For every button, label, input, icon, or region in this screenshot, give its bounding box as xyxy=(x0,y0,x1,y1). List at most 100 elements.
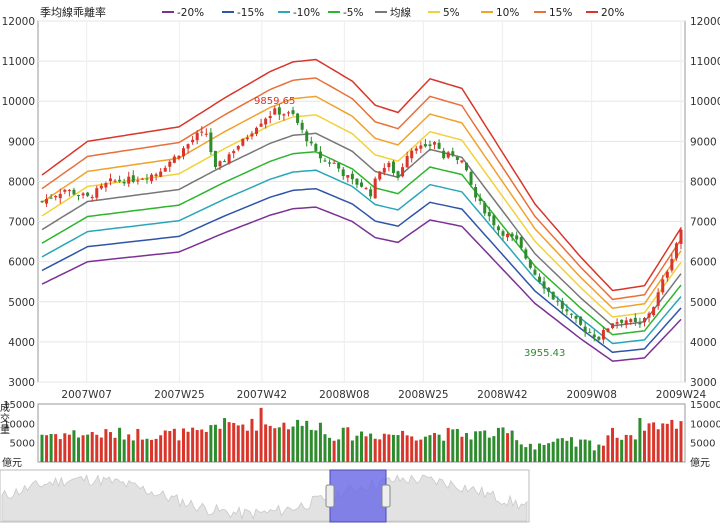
candle-body xyxy=(286,112,290,114)
volume-bar xyxy=(86,434,90,462)
x-tick-label: 2009W24 xyxy=(656,389,707,401)
volume-label-left-2: 交 xyxy=(0,412,10,425)
volume-bar xyxy=(483,430,487,462)
candle-body xyxy=(583,326,587,333)
volume-bar xyxy=(104,429,108,462)
volume-tick-label-left: 15000 xyxy=(3,400,35,411)
candle-body xyxy=(446,152,450,158)
candle-body xyxy=(656,292,660,306)
candle-body xyxy=(538,276,542,282)
candle-body xyxy=(346,175,350,178)
volume-bar xyxy=(428,435,432,462)
y-tick-label-left: 6000 xyxy=(8,257,35,269)
candle-body xyxy=(556,300,560,302)
candle-body xyxy=(341,169,345,177)
volume-bar xyxy=(538,443,542,462)
candle-body xyxy=(236,146,240,150)
volume-bar xyxy=(227,422,231,462)
volume-bar xyxy=(469,439,473,462)
volume-bar xyxy=(615,437,619,462)
volume-bar xyxy=(355,435,359,462)
candle-body xyxy=(195,132,199,141)
volume-bar xyxy=(492,436,496,462)
candle-body xyxy=(469,172,473,185)
legend-label: -20% xyxy=(177,7,204,19)
candle-body xyxy=(159,171,163,177)
volume-bar xyxy=(127,434,131,462)
legend-label: -10% xyxy=(293,7,320,19)
volume-bar xyxy=(611,427,615,462)
candle-body xyxy=(615,322,619,324)
candle-body xyxy=(99,185,103,189)
volume-bar xyxy=(136,428,140,462)
volume-bar xyxy=(341,427,345,462)
volume-bar xyxy=(373,438,377,462)
volume-bar xyxy=(305,420,309,462)
volume-bar xyxy=(209,425,213,462)
candle-body xyxy=(661,279,665,293)
candle-body xyxy=(90,196,94,199)
legend-label: 15% xyxy=(549,7,572,19)
candle-body xyxy=(597,336,601,340)
candle-body xyxy=(359,182,364,187)
volume-label-left-1: 成 xyxy=(0,402,10,414)
volume-bar xyxy=(268,425,272,462)
volume-bar xyxy=(679,421,683,462)
navigator-left-handle[interactable] xyxy=(325,484,335,508)
band-line xyxy=(41,151,682,336)
candle-body xyxy=(369,189,373,197)
volume-bar xyxy=(519,444,523,462)
x-tick-label: 2007W07 xyxy=(61,389,111,401)
y-tick-label-left: 9000 xyxy=(8,136,35,148)
candle-body xyxy=(213,150,217,167)
candle-body xyxy=(419,145,423,149)
volume-bar xyxy=(291,426,295,462)
candle-body xyxy=(533,269,537,275)
volume-bar xyxy=(633,439,637,462)
band-line xyxy=(41,206,682,362)
volume-bar xyxy=(296,419,300,462)
x-tick-label: 2008W08 xyxy=(319,389,369,401)
volume-bar xyxy=(40,434,44,462)
candle-body xyxy=(186,144,190,149)
volume-bar xyxy=(560,438,564,462)
candle-body xyxy=(337,163,341,169)
volume-bar xyxy=(277,427,281,462)
candle-body xyxy=(629,319,633,322)
candle-body xyxy=(355,178,359,185)
candle-body xyxy=(428,144,432,147)
navigator-right-handle[interactable] xyxy=(381,484,391,508)
y-tick-label-right: 10000 xyxy=(690,96,720,108)
candle-body xyxy=(232,151,236,154)
band-line xyxy=(41,169,682,345)
band-line xyxy=(41,95,682,309)
candle-body xyxy=(72,189,76,195)
volume-bar xyxy=(245,430,249,462)
volume-bar xyxy=(592,450,596,462)
volume-bar xyxy=(323,434,327,462)
candle-body xyxy=(58,193,62,199)
volume-bar xyxy=(236,425,240,462)
volume-bar xyxy=(629,435,633,462)
candle-body xyxy=(328,162,332,164)
volume-tick-label-right: 5000 xyxy=(690,439,715,450)
y-tick-label-right: 11000 xyxy=(690,56,720,68)
candle-body xyxy=(163,167,167,172)
candle-body xyxy=(250,133,254,137)
candle-body xyxy=(191,139,195,143)
navigator-range-window[interactable] xyxy=(329,469,387,523)
volume-bar xyxy=(99,437,103,462)
candle-body xyxy=(451,151,455,156)
volume-bar xyxy=(154,438,158,462)
volume-bar xyxy=(528,443,532,462)
candle-body xyxy=(638,322,642,325)
volume-bar xyxy=(168,431,172,462)
candle-body xyxy=(150,174,154,182)
volume-bar xyxy=(181,428,185,462)
volume-bar xyxy=(328,437,332,462)
volume-bar xyxy=(204,431,208,462)
candle-body xyxy=(510,233,514,237)
volume-bar xyxy=(670,419,674,462)
candle-body xyxy=(373,178,377,199)
candle-body xyxy=(565,309,569,312)
